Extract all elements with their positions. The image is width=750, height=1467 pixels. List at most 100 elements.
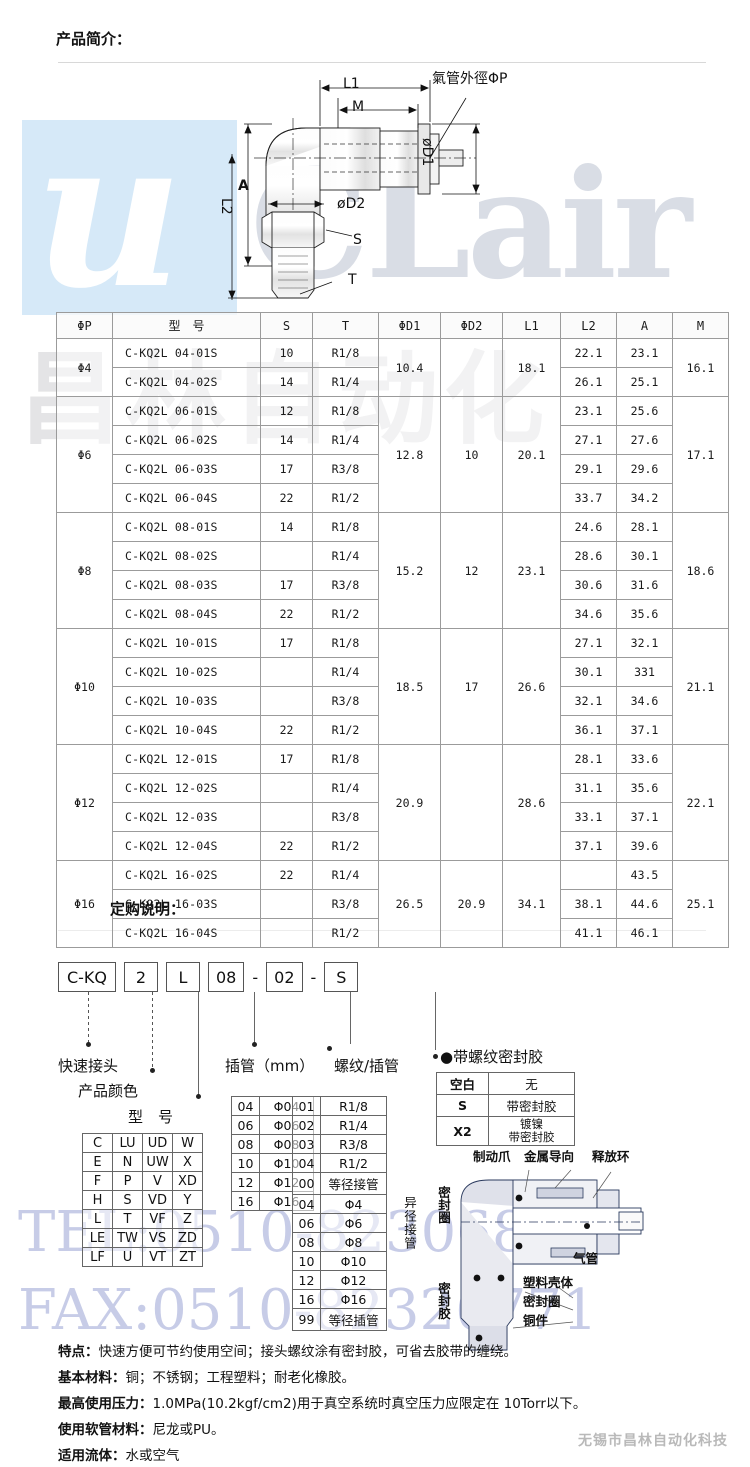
color-code-cell[interactable]: H	[82, 1190, 113, 1210]
tube-size-code[interactable]: 04	[231, 1096, 260, 1116]
cutaway-label-copper-part: 铜件	[523, 1313, 549, 1328]
cell-l2: 23.1	[560, 396, 617, 426]
cell-d2	[440, 338, 503, 397]
code-box-series[interactable]: C-KQ	[58, 962, 116, 992]
th-l2: L2	[560, 312, 617, 339]
color-code-cell[interactable]: VT	[142, 1247, 173, 1267]
color-code-cell[interactable]: UW	[142, 1152, 173, 1172]
thread-tube-code[interactable]: 04	[292, 1153, 321, 1173]
color-code-cell[interactable]: V	[142, 1171, 173, 1191]
tube-size-code[interactable]: 10	[231, 1153, 260, 1173]
thread-tube-code[interactable]: 06	[292, 1213, 321, 1233]
cell-l2: 28.6	[560, 541, 617, 571]
cell-model: C-KQ2L 06-02S	[112, 425, 261, 455]
sealant-code[interactable]: S	[436, 1094, 489, 1117]
thread-tube-code[interactable]: 02	[292, 1115, 321, 1135]
color-code-cell[interactable]: UD	[142, 1133, 173, 1153]
cell-l2: 26.1	[560, 367, 617, 397]
thread-tube-value: Φ6	[320, 1213, 387, 1233]
cell-l1: 26.6	[502, 628, 561, 745]
cell-t: R1/4	[312, 541, 379, 571]
color-code-cell[interactable]: ZT	[172, 1247, 203, 1267]
table-row: Φ16 C-KQ2L 16-02S 22 R1/4 26.5 20.9 34.1 43.5 25…	[56, 860, 729, 948]
thread-tube-code[interactable]: 08	[292, 1232, 321, 1252]
sealant-code[interactable]: X2	[436, 1115, 489, 1147]
thread-tube-code[interactable]: 03	[292, 1134, 321, 1154]
cell-s: 14	[260, 425, 313, 455]
color-code-cell[interactable]: F	[82, 1171, 113, 1191]
color-code-cell[interactable]: L	[82, 1209, 113, 1229]
color-code-cell[interactable]: X	[172, 1152, 203, 1172]
tube-size-code[interactable]: 16	[231, 1191, 260, 1211]
list-item: LE TW VS ZD	[82, 1228, 203, 1248]
color-code-cell[interactable]: C	[82, 1133, 113, 1153]
dim-label-m: M	[352, 99, 365, 115]
color-code-cell[interactable]: N	[112, 1152, 143, 1172]
code-box-sealant[interactable]: S	[324, 962, 359, 992]
table-row: C-KQ2L 12-04S 22 R1/2 37.1 39.6	[57, 831, 729, 861]
thread-tube-code[interactable]: 12	[292, 1270, 321, 1290]
code-box-color[interactable]: 2	[124, 962, 158, 992]
leader-quick-connector	[88, 992, 89, 1044]
code-box-type[interactable]: L	[166, 962, 200, 992]
spec-value-hose-material: 尼龙或PU。	[152, 1422, 225, 1438]
thread-tube-code[interactable]: 04	[292, 1194, 321, 1214]
color-code-cell[interactable]: E	[82, 1152, 113, 1172]
color-code-cell[interactable]: ZD	[172, 1228, 203, 1248]
th-model: 型 号	[112, 312, 261, 339]
color-code-cell[interactable]: VS	[142, 1228, 173, 1248]
color-code-cell[interactable]: XD	[172, 1171, 203, 1191]
cell-t: R1/4	[312, 860, 379, 890]
thread-tube-code[interactable]: 10	[292, 1251, 321, 1271]
cell-s: 12	[260, 396, 313, 426]
tube-size-code[interactable]: 12	[231, 1172, 260, 1192]
list-item: 16 Φ16	[292, 1289, 387, 1309]
th-phi-p: ΦP	[56, 312, 113, 339]
code-box-thread[interactable]: 02	[266, 962, 303, 992]
color-code-cell[interactable]: LE	[82, 1228, 113, 1248]
list-item: 02 R1/4	[292, 1115, 387, 1135]
cell-s	[260, 657, 313, 687]
intro-section-title: 产品简介：	[56, 30, 132, 48]
tube-size-code[interactable]: 06	[231, 1115, 260, 1135]
color-code-cell[interactable]: VF	[142, 1209, 173, 1229]
thread-tube-code[interactable]: 00	[292, 1172, 321, 1195]
color-code-cell[interactable]: Y	[172, 1190, 203, 1210]
cell-s: 17	[260, 628, 313, 658]
sealant-body: 空白无 S 带密封胶 X2 镀镍 带密封胶	[436, 1072, 575, 1147]
cell-s: 10	[260, 338, 313, 368]
list-item: 04 Φ4	[292, 1194, 387, 1214]
cell-m: 22.1	[672, 744, 729, 861]
list-item: H S VD Y	[82, 1190, 203, 1210]
cell-l1: 23.1	[502, 512, 561, 629]
watermark-logo-block: u	[22, 112, 237, 317]
company-name: 无锡市昌林自动化科技	[578, 1433, 728, 1449]
color-code-cell[interactable]: VD	[142, 1190, 173, 1210]
list-item: 99 等径插管	[292, 1308, 387, 1331]
cell-d2: 17	[440, 628, 503, 745]
dim-label-l1: L1	[343, 76, 360, 92]
thread-tube-code[interactable]: 01	[292, 1096, 321, 1116]
color-code-cell[interactable]: Z	[172, 1209, 203, 1229]
cell-a: 34.6	[616, 686, 673, 716]
cell-d2	[440, 744, 503, 861]
color-code-cell[interactable]: TW	[112, 1228, 143, 1248]
sealant-code[interactable]: 空白	[436, 1072, 489, 1095]
color-code-cell[interactable]: S	[112, 1190, 143, 1210]
cell-model: C-KQ2L 04-02S	[112, 367, 261, 397]
tube-size-code[interactable]: 08	[231, 1134, 260, 1154]
thread-tube-body: 01 R1/8 02 R1/4 03 R3/8 04 R1/2 00 等径接管 04 Φ4 06 Φ6 08…	[292, 1096, 387, 1331]
table-row: C-KQ2L 06-02S 14 R1/4 27.1 27.6	[57, 425, 729, 455]
cell-t: R1/8	[312, 628, 379, 658]
thread-tube-code[interactable]: 16	[292, 1289, 321, 1309]
color-code-cell[interactable]: LF	[82, 1247, 113, 1267]
color-code-cell[interactable]: P	[112, 1171, 143, 1191]
color-code-cell[interactable]: LU	[112, 1133, 143, 1153]
color-code-cell[interactable]: W	[172, 1133, 203, 1153]
cell-l2: 28.1	[560, 744, 617, 774]
cell-a: 331	[616, 657, 673, 687]
thread-tube-code[interactable]: 99	[292, 1308, 321, 1331]
color-code-cell[interactable]: U	[112, 1247, 143, 1267]
code-box-tube[interactable]: 08	[208, 962, 245, 992]
color-code-cell[interactable]: T	[112, 1209, 143, 1229]
